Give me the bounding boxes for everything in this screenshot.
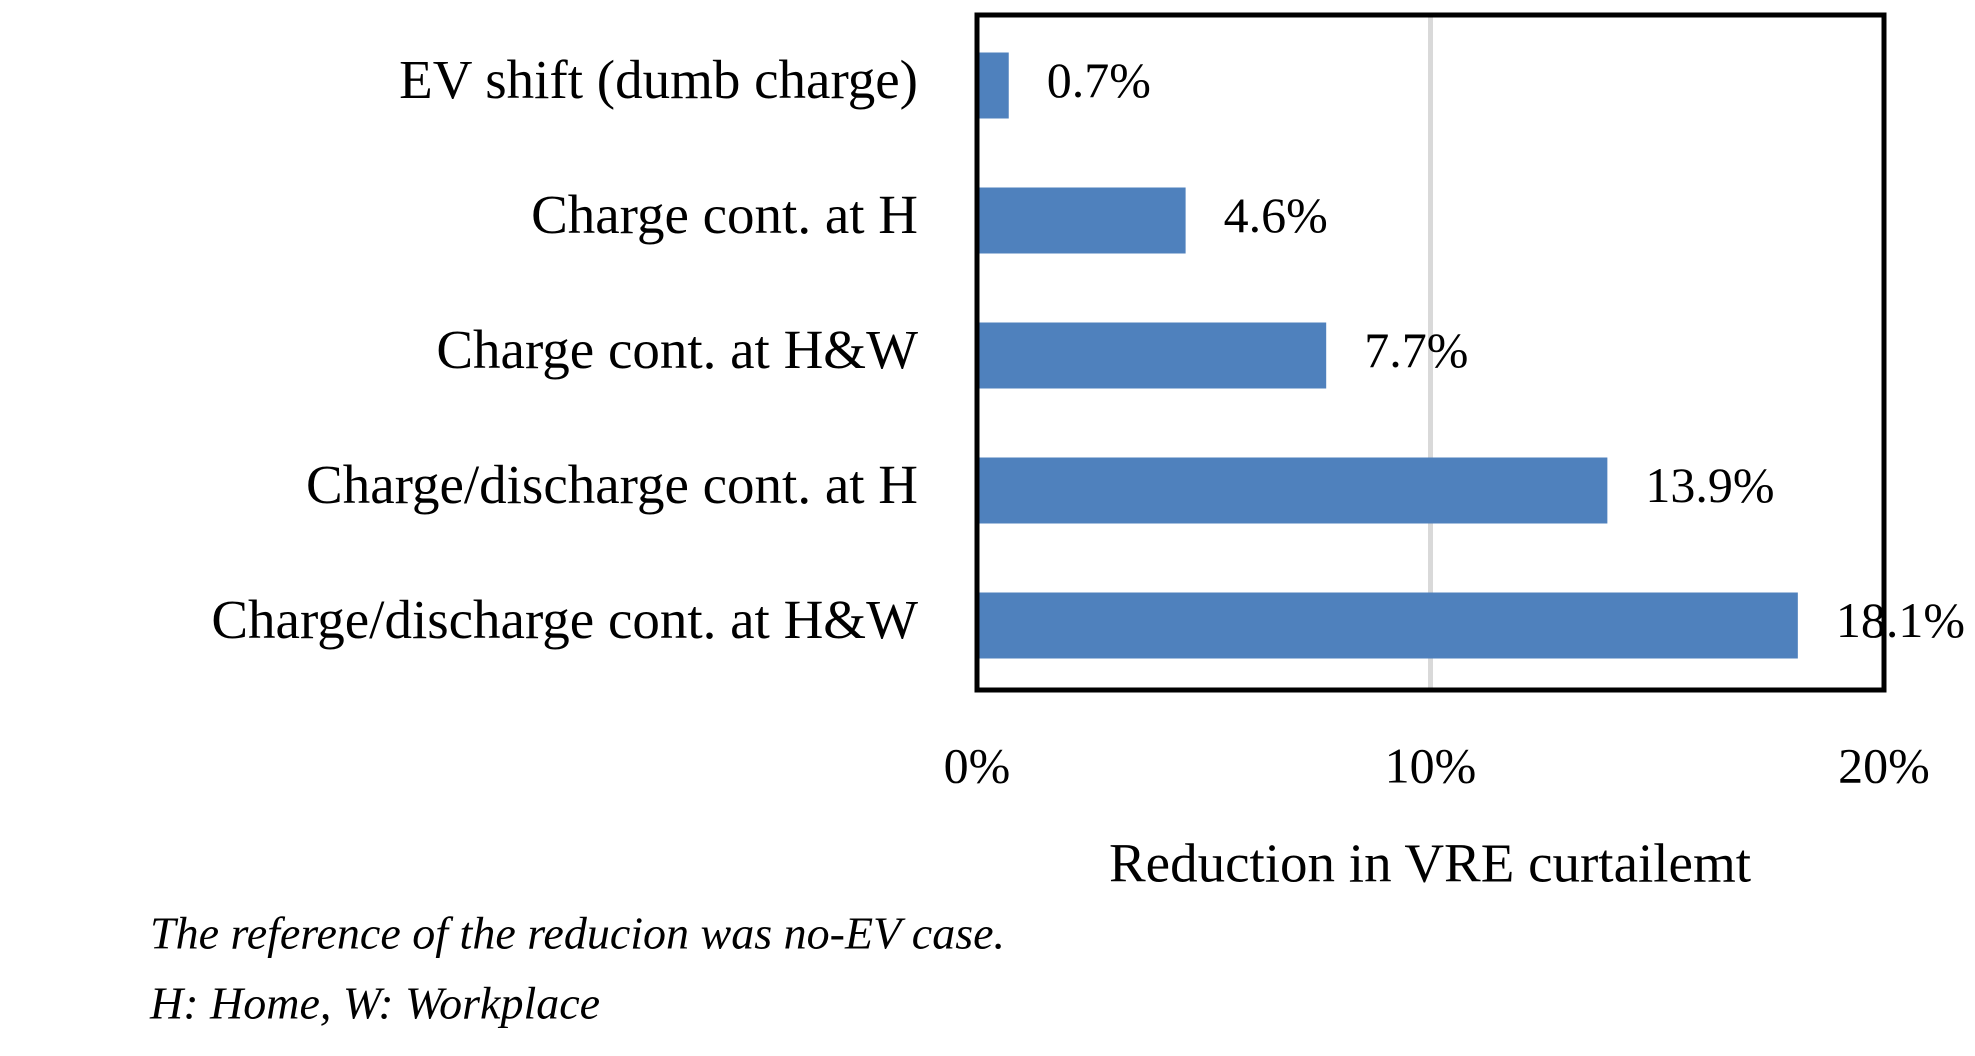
y-tick-label: Charge cont. at H bbox=[531, 184, 918, 245]
y-tick-label: Charge/discharge cont. at H bbox=[306, 454, 918, 515]
bar bbox=[977, 592, 1798, 659]
data-label: 0.7% bbox=[1047, 52, 1151, 108]
data-label: 18.1% bbox=[1836, 592, 1965, 648]
bar bbox=[977, 52, 1009, 119]
x-tick-label: 10% bbox=[1385, 737, 1477, 793]
y-tick-label: Charge cont. at H&W bbox=[436, 319, 918, 380]
x-tick-label: 20% bbox=[1838, 737, 1930, 793]
y-tick-label: Charge/discharge cont. at H&W bbox=[211, 589, 918, 650]
data-label: 7.7% bbox=[1364, 322, 1468, 378]
bar bbox=[977, 322, 1327, 389]
data-label: 13.9% bbox=[1645, 457, 1774, 513]
data-label: 4.6% bbox=[1224, 187, 1328, 243]
plot-frame bbox=[974, 12, 1887, 693]
note: H: Home, W: Workplace bbox=[149, 978, 600, 1029]
x-tick-label: 0% bbox=[944, 737, 1011, 793]
bar bbox=[977, 457, 1608, 524]
x-axis-label: Reduction in VRE curtailemt bbox=[1109, 833, 1751, 894]
bar bbox=[977, 187, 1186, 254]
y-tick-label: EV shift (dumb charge) bbox=[399, 49, 918, 110]
note: The reference of the reducion was no-EV … bbox=[150, 908, 1005, 959]
